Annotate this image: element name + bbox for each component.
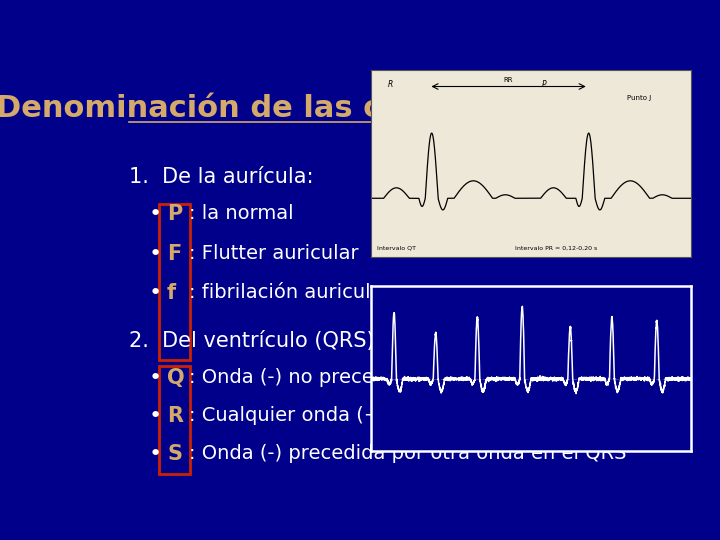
Text: •: • <box>148 204 162 224</box>
Text: •: • <box>148 444 162 464</box>
Text: : fibrilación auricular: : fibrilación auricular <box>189 283 391 302</box>
Text: R: R <box>167 406 183 426</box>
Text: : Onda (-) no precedida por otra onda en el QRS: : Onda (-) no precedida por otra onda en… <box>189 368 657 387</box>
Text: •: • <box>148 406 162 426</box>
Text: Intervalo PR = 0,12-0,20 s: Intervalo PR = 0,12-0,20 s <box>515 246 597 251</box>
Text: Punto J: Punto J <box>627 96 652 102</box>
Text: Denominación de las ondas del ECG: Denominación de las ondas del ECG <box>0 94 608 123</box>
Text: : Flutter auricular: : Flutter auricular <box>189 244 359 262</box>
Text: RR: RR <box>504 77 513 83</box>
Text: P: P <box>541 79 546 89</box>
Text: •: • <box>148 368 162 388</box>
Text: : Onda (-) precedida por otra onda en el QRS: : Onda (-) precedida por otra onda en el… <box>189 444 627 463</box>
Text: f: f <box>167 283 176 303</box>
Text: F: F <box>167 244 181 264</box>
Text: R: R <box>387 79 392 89</box>
Text: Q: Q <box>167 368 184 388</box>
Text: 2.  Del ventrículo (QRS):: 2. Del ventrículo (QRS): <box>129 331 382 351</box>
Text: Intervalo QT: Intervalo QT <box>377 246 416 251</box>
Text: : la normal: : la normal <box>189 204 294 223</box>
Text: 1.  De la aurícula:: 1. De la aurícula: <box>129 167 314 187</box>
Text: P: P <box>167 204 182 224</box>
Text: •: • <box>148 244 162 264</box>
Text: : Cualquier onda (+) del QRS: : Cualquier onda (+) del QRS <box>189 406 472 425</box>
Text: S: S <box>167 444 182 464</box>
Text: •: • <box>148 283 162 303</box>
